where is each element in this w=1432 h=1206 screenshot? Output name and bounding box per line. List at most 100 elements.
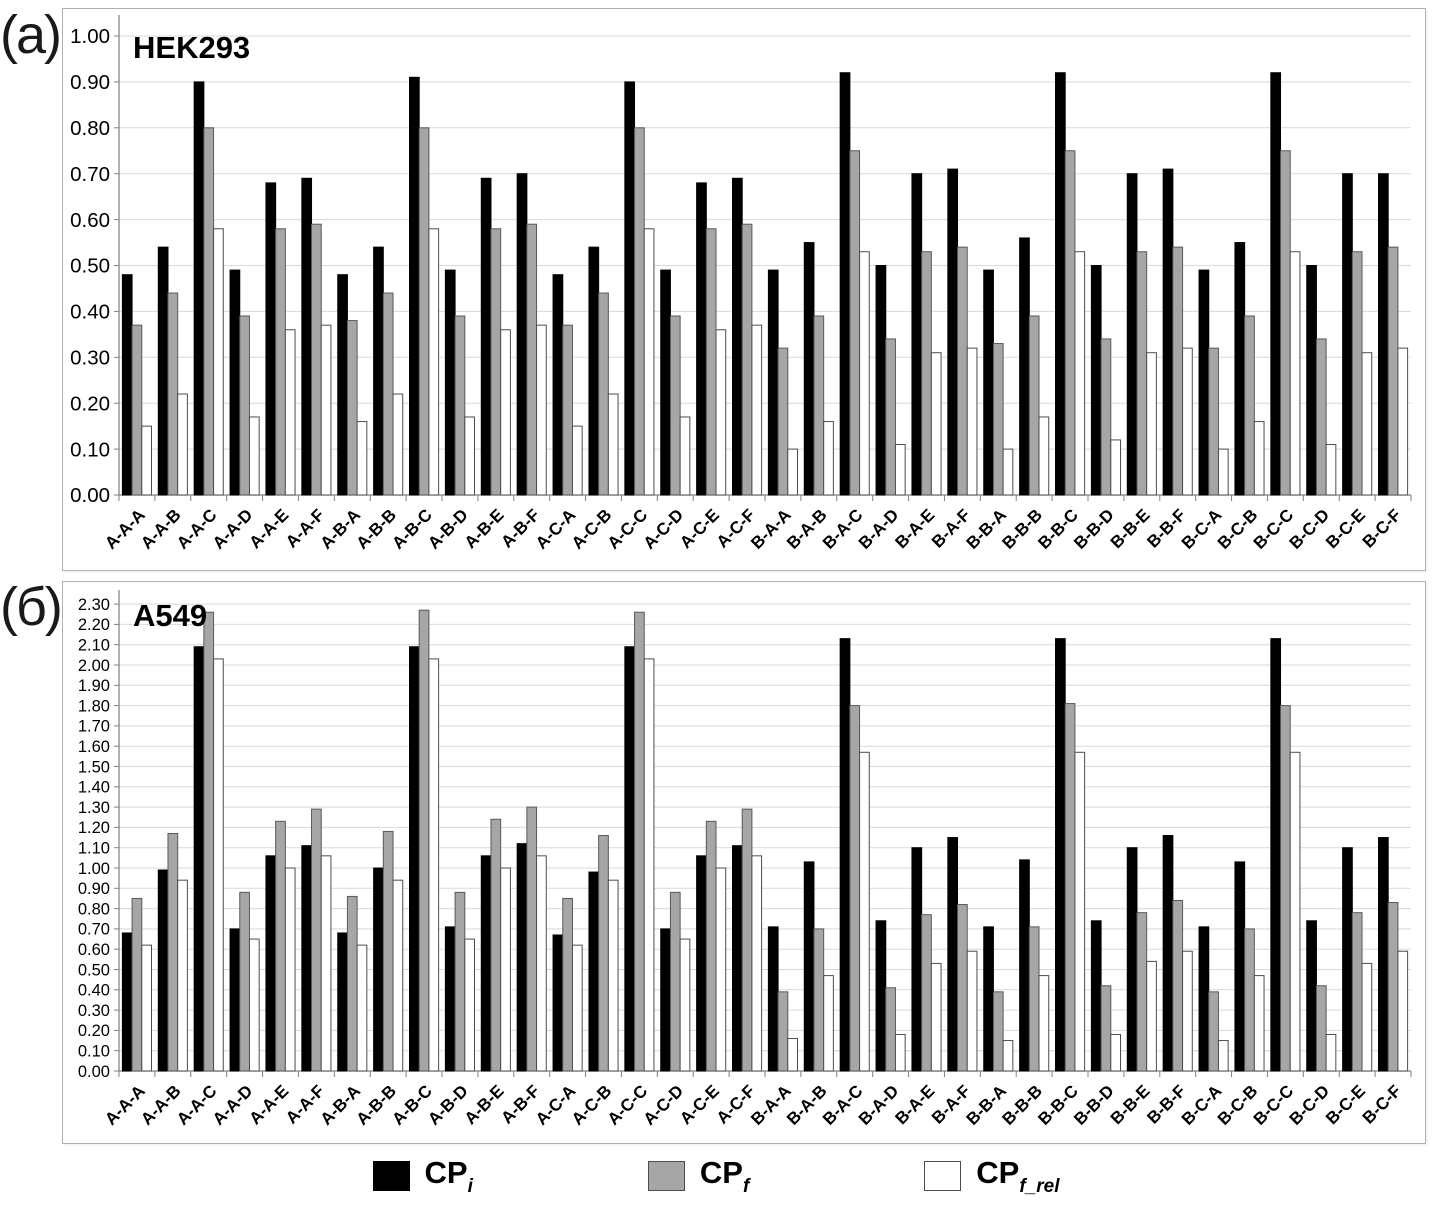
bar-CP_f_rel (356, 944, 368, 1072)
bar-CP_i (983, 926, 994, 1072)
bar-CP_f_rel (141, 425, 152, 496)
y-tick-label: 1.70 (78, 718, 110, 736)
bar-CP_f_rel (571, 944, 583, 1072)
bar-CP_f (1387, 902, 1399, 1072)
bar-CP_f (1244, 315, 1255, 496)
y-tick-label: 0.20 (70, 392, 110, 415)
bar-CP_f_rel (643, 228, 655, 496)
bar-CP_f (598, 292, 609, 496)
bar-CP_f_rel (428, 228, 440, 496)
bar-CP_f (1028, 926, 1040, 1072)
bar-CP_f_rel (679, 938, 691, 1072)
bar-CP_f_rel (1110, 439, 1121, 496)
legend-label-cpi: CPi (424, 1154, 473, 1197)
bar-CP_i (1270, 638, 1282, 1072)
bar-CP_i (624, 81, 636, 496)
bar-CP_f (1100, 338, 1112, 496)
y-tick-label: 1.50 (78, 758, 110, 776)
bar-CP_f (1136, 251, 1148, 496)
chart-title: A549 (133, 598, 207, 633)
bar-CP_f (885, 987, 896, 1072)
hek293-chart: 0.00 0.10 0.20 0.30 0.40 0.50 0.60 0.70 0.80 0.90… (62, 8, 1426, 571)
x-category-label: B-C-A (1178, 1081, 1225, 1128)
bar-CP_f (490, 228, 502, 496)
bar-CP_f_rel (213, 228, 224, 496)
bar-CP_f (203, 611, 215, 1072)
y-tick-label: 0.00 (70, 484, 110, 507)
bar-CP_f_rel (787, 1038, 798, 1072)
bar-CP_f_rel (894, 1033, 906, 1072)
bar-CP_f_rel (679, 416, 691, 496)
x-category-label: B-C-D (1286, 505, 1333, 552)
bar-CP_i (732, 845, 743, 1072)
x-category-label: A-B-A (317, 1081, 364, 1128)
x-category-label: A-A-C (173, 505, 220, 552)
bar-CP_f_rel (248, 416, 260, 496)
bar-CP_i (516, 173, 528, 496)
bar-CP_f_rel (392, 393, 404, 496)
y-tick-label: 0.50 (78, 961, 110, 979)
bar-CP_f_rel (966, 950, 978, 1072)
y-tick-label: 2.10 (78, 636, 110, 654)
panel-b-label: (б) (0, 577, 63, 637)
bar-CP_i (1019, 237, 1030, 496)
bar-CP_f_rel (1253, 975, 1265, 1072)
x-category-label: A-A-D (209, 505, 256, 552)
bar-CP_f (777, 991, 789, 1072)
bar-CP_f_rel (1110, 1033, 1121, 1072)
bar-CP_f_rel (823, 975, 834, 1072)
bar-CP_i (875, 920, 887, 1072)
bar-CP_f_rel (643, 658, 655, 1072)
y-tick-label: 0.90 (70, 71, 110, 94)
panel-a-label: (a) (0, 5, 62, 65)
x-category-label: B-C-F (1359, 505, 1405, 551)
bar-CP_f_rel (1217, 1040, 1229, 1072)
chart-title: HEK293 (133, 30, 250, 65)
x-category-label: B-C-B (1214, 1081, 1261, 1128)
hek293-chart-svg: 0.00 0.10 0.20 0.30 0.40 0.50 0.60 0.70 0.80 0.90… (70, 15, 1412, 553)
bar-CP_i (301, 177, 313, 496)
bar-CP_f (131, 897, 143, 1072)
bar-CP_f (634, 127, 645, 496)
bar-CP_i (1090, 920, 1102, 1072)
x-category-label: A-A-E (246, 1081, 293, 1128)
bar-CP_i (1270, 72, 1282, 496)
bar-CP_f (598, 835, 609, 1072)
bar-CP_i (444, 926, 456, 1072)
bar-CP_f (1280, 705, 1291, 1072)
bar-CP_f_rel (859, 251, 870, 496)
bar-CP_i (588, 871, 600, 1072)
bar-CP_i (696, 182, 707, 496)
bar-CP_f_rel (284, 867, 296, 1072)
bar-CP_f (669, 891, 681, 1072)
x-category-label: B-B-E (1107, 1081, 1154, 1128)
bar-CP_i (660, 269, 671, 496)
bar-CP_i (552, 934, 564, 1072)
x-category-label: A-C-E (676, 505, 723, 552)
x-category-label: B-A-E (892, 1081, 939, 1128)
x-category-label: B-B-B (999, 505, 1046, 552)
bar-CP_f (1387, 246, 1399, 496)
bar-CP_f_rel (823, 421, 834, 496)
bar-CP_i (121, 274, 133, 496)
bar-CP_f (1280, 150, 1291, 496)
y-tick-label: 0.30 (78, 1002, 110, 1020)
bar-CP_i (803, 861, 815, 1072)
bar-CP_f_rel (1146, 352, 1157, 496)
y-tick-label: 1.60 (78, 738, 110, 756)
bar-CP_f (131, 324, 143, 496)
x-category-label: A-A-B (137, 505, 184, 552)
bar-CP_i (660, 928, 671, 1072)
bar-CP_i (839, 72, 851, 496)
bar-CP_f_rel (177, 879, 188, 1072)
bar-CP_f (167, 832, 179, 1072)
bar-CP_f_rel (1289, 751, 1301, 1072)
bar-CP_f (1351, 251, 1363, 496)
x-category-label: A-A-E (246, 505, 293, 552)
bar-CP_i (337, 932, 348, 1072)
y-tick-label: 2.00 (78, 657, 110, 675)
bar-CP_f (454, 891, 466, 1072)
bar-CP_f_rel (1038, 975, 1050, 1072)
x-category-label: B-A-D (855, 505, 902, 552)
